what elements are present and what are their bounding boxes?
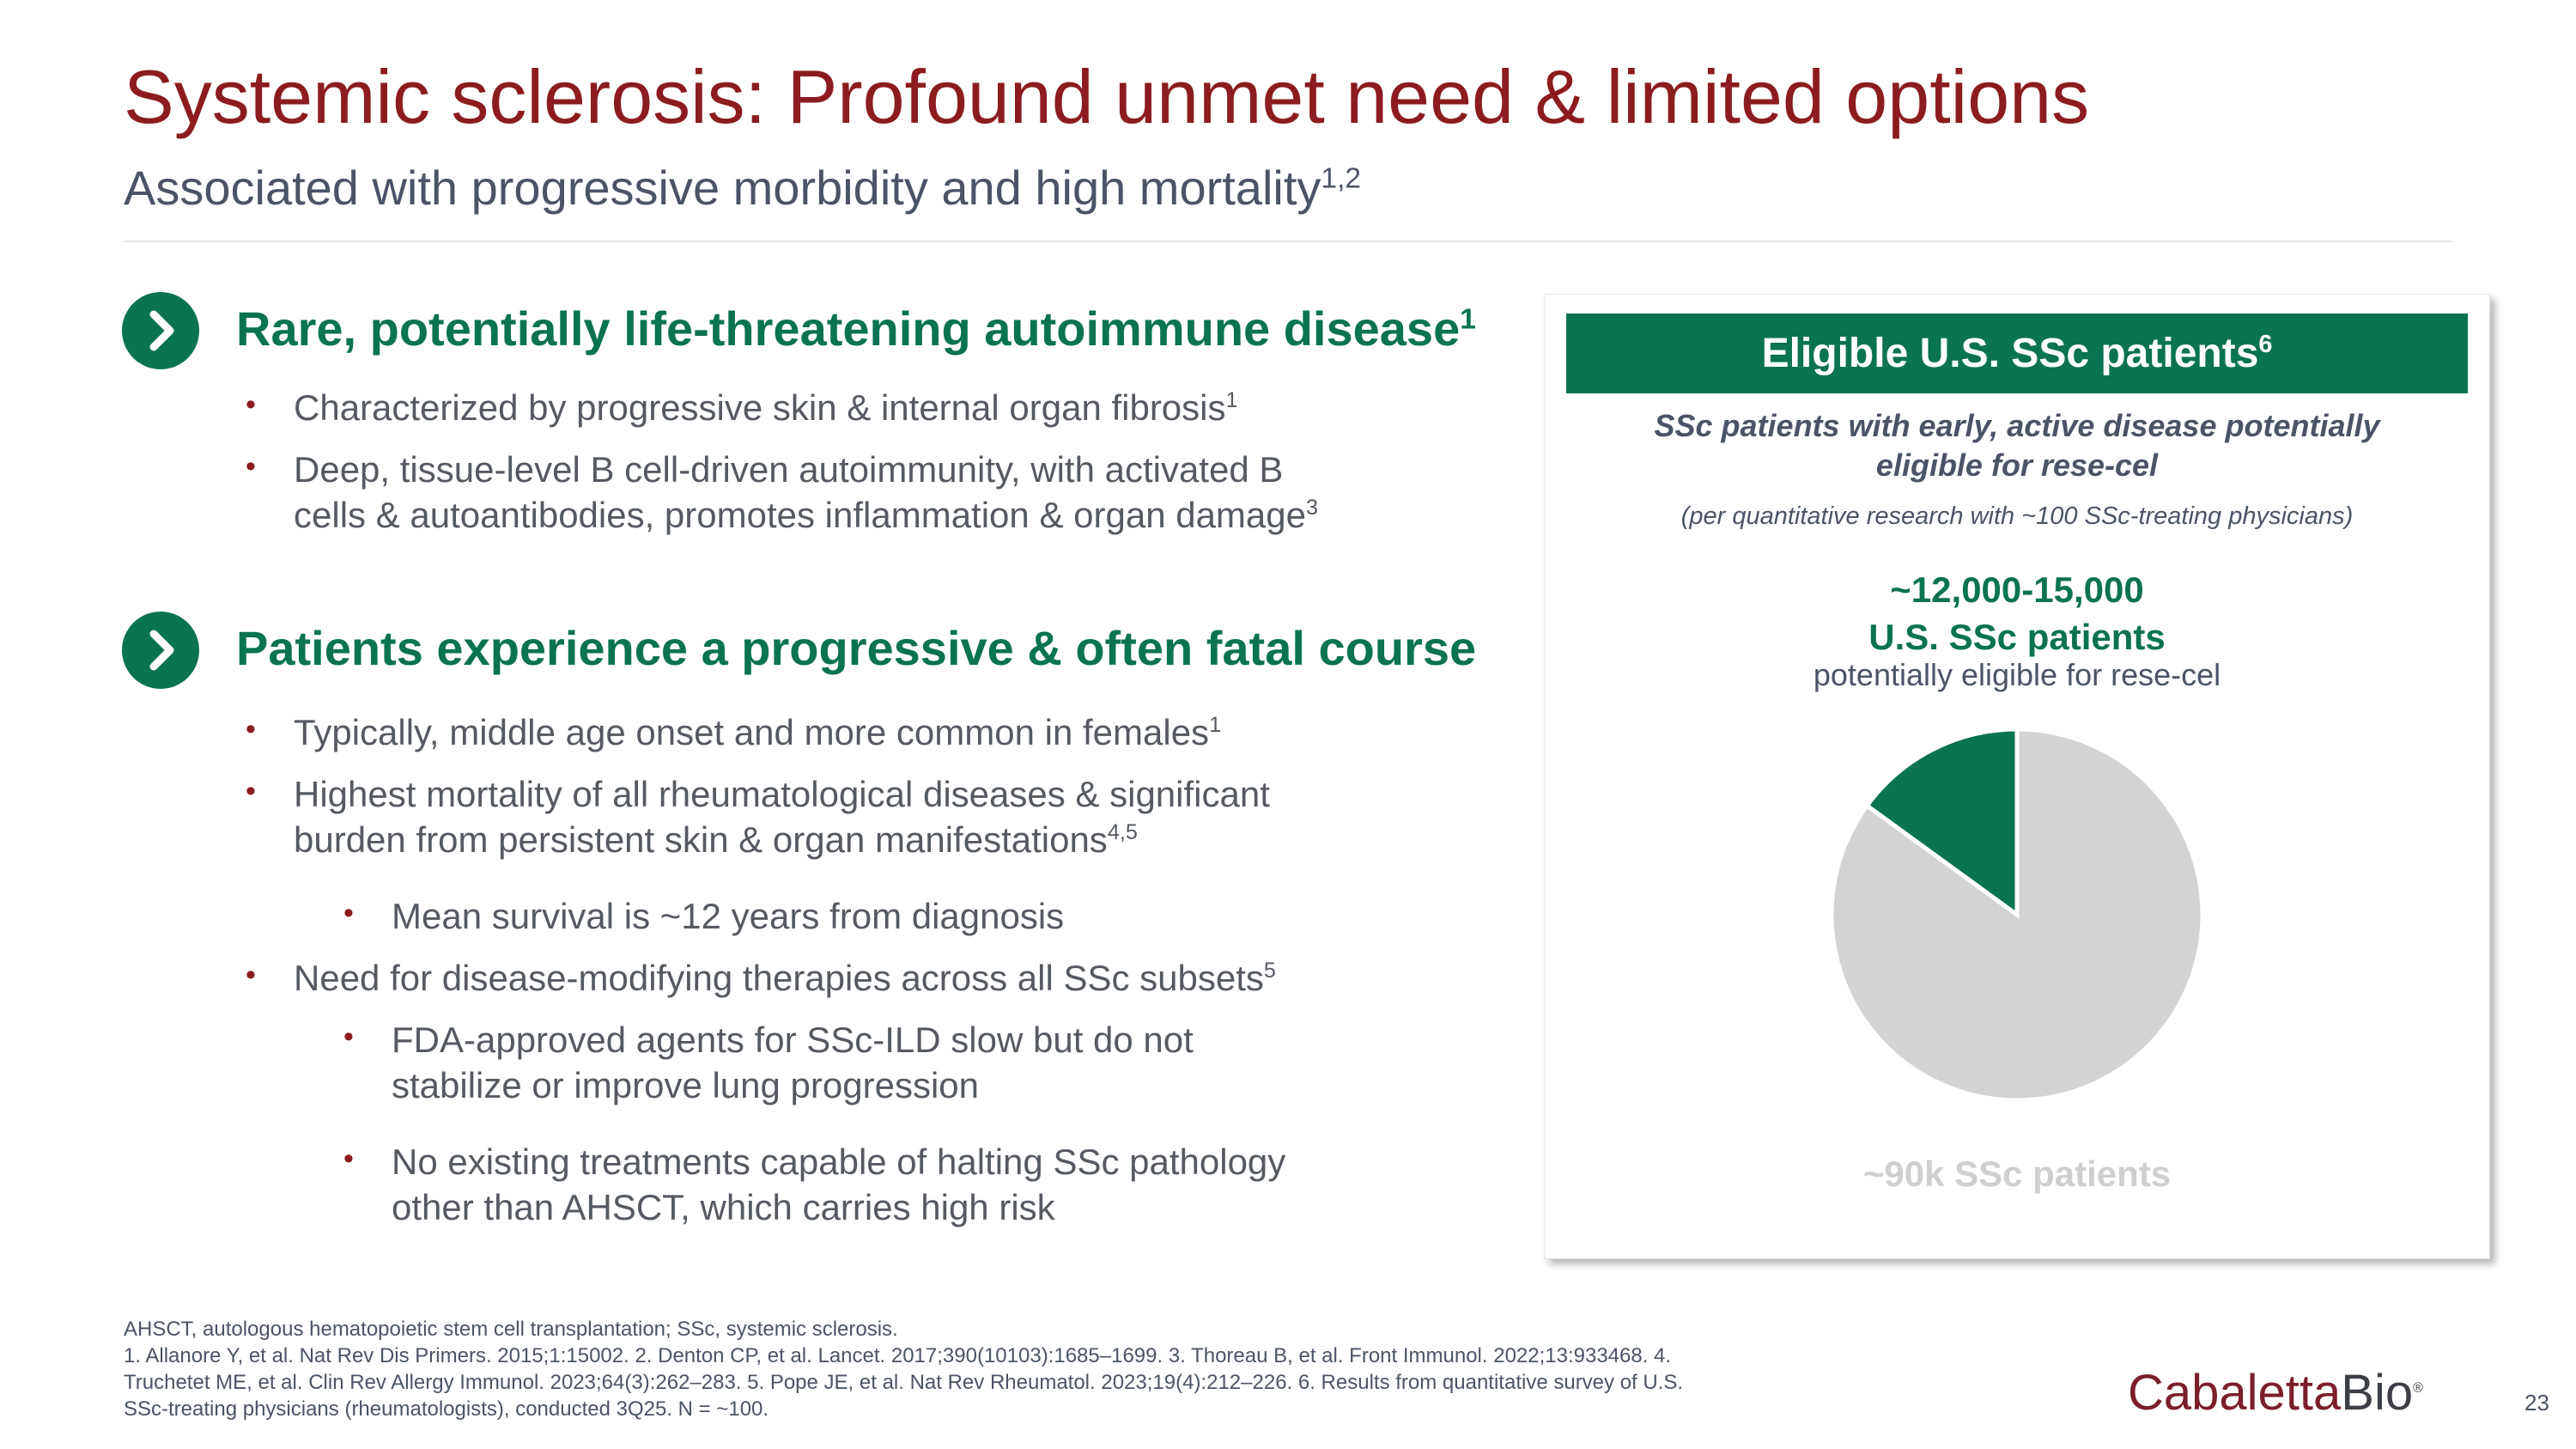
bullet-text: Highest mortality of all rheumatological…: [294, 774, 1270, 814]
heading-text: Rare, potentially life-threatening autoi…: [236, 301, 1461, 356]
eligible-patients-panel: Eligible U.S. SSc patients6 SSc patients…: [1544, 294, 2490, 1259]
bullet-item: Need for disease-modifying therapies acr…: [294, 955, 1276, 1001]
description-line: eligible for rese-cel: [1875, 447, 2159, 483]
bullet-text: No existing treatments capable of haltin…: [392, 1142, 1286, 1182]
bullet-citation: 5: [1263, 959, 1276, 983]
bullet-citation: 1: [1209, 713, 1222, 737]
bullet-item: Mean survival is ~12 years from diagnosi…: [392, 893, 1064, 939]
bullet-item: Deep, tissue-level B cell-driven autoimm…: [294, 447, 1318, 538]
bullet-line: cells & autoantibodies, promotes inflamm…: [294, 492, 1318, 538]
panel-note: (per quantitative research with ~100 SSc…: [1680, 502, 2354, 530]
bullet-text: cells & autoantibodies, promotes inflamm…: [294, 495, 1306, 535]
panel-description: SSc patients with early, active disease …: [1545, 406, 2489, 485]
bullet-line: Typically, middle age onset and more com…: [294, 709, 1221, 755]
bullet-text: FDA-approved agents for SSc-ILD slow but…: [392, 1020, 1194, 1060]
bullet-icon: •: [246, 388, 256, 421]
bullet-line: burden from persistent skin & organ mani…: [294, 817, 1270, 862]
bullet-item: Typically, middle age onset and more com…: [294, 709, 1221, 755]
panel-title: Eligible U.S. SSc patients6: [1566, 314, 2468, 393]
total-patients-label: ~90k SSc patients: [1862, 1154, 2172, 1194]
pie-slice-eligible: [1863, 727, 2020, 919]
bullet-icon: •: [343, 897, 354, 929]
bullet-text: Characterized by progressive skin & inte…: [294, 387, 1226, 428]
section-heading: Rare, potentially life-threatening autoi…: [236, 301, 1476, 356]
bullet-icon: •: [343, 1020, 354, 1053]
bullet-line: Highest mortality of all rheumatological…: [294, 771, 1270, 817]
patient-count: ~12,000-15,000 U.S. SSc patients: [1545, 566, 2489, 661]
bullet-text: Typically, middle age onset and more com…: [294, 712, 1210, 752]
footnote-line: AHSCT, autologous hematopoietic stem cel…: [124, 1318, 898, 1341]
bullet-line: Need for disease-modifying therapies acr…: [294, 955, 1276, 1001]
logo-text: Cabaletta: [2128, 1365, 2342, 1421]
bullet-line: No existing treatments capable of haltin…: [392, 1139, 1285, 1184]
bullet-line: stabilize or improve lung progression: [392, 1062, 1194, 1108]
bullet-icon: •: [246, 775, 256, 807]
bullet-item: No existing treatments capable of haltin…: [392, 1139, 1285, 1230]
bullet-text: Mean survival is ~12 years from diagnosi…: [392, 896, 1065, 936]
heading-text: Patients experience a progressive & ofte…: [236, 621, 1477, 675]
bullet-item: Characterized by progressive skin & inte…: [294, 385, 1238, 430]
chevron-right-icon: [122, 292, 199, 369]
footnote-line: Truchetet ME, et al. Clin Rev Allergy Im…: [124, 1371, 1684, 1394]
bullet-line: Characterized by progressive skin & inte…: [294, 385, 1238, 430]
bullet-text: Need for disease-modifying therapies acr…: [294, 958, 1264, 998]
bullet-icon: •: [246, 450, 256, 483]
subtitle-citation: 1,2: [1321, 162, 1362, 195]
pie-slice-total: [1829, 727, 2205, 1103]
bullet-line: FDA-approved agents for SSc-ILD slow but…: [392, 1017, 1194, 1062]
count-label: U.S. SSc patients: [1868, 617, 2166, 657]
bullet-icon: •: [343, 1142, 354, 1175]
registered-mark: ®: [2413, 1380, 2423, 1396]
count-value: ~12,000-15,000: [1890, 569, 2144, 610]
footnote-line: 1. Allanore Y, et al. Nat Rev Dis Primer…: [124, 1344, 1672, 1367]
heading-citation: 1: [1460, 303, 1476, 336]
logo-text: Bio: [2341, 1365, 2414, 1421]
panel-title-text: Eligible U.S. SSc patients: [1761, 331, 2259, 376]
bullet-text: burden from persistent skin & organ mani…: [294, 819, 1108, 860]
page-title: Systemic sclerosis: Profound unmet need …: [124, 54, 2090, 139]
chevron-right-icon: [122, 612, 199, 689]
bullet-citation: 4,5: [1107, 820, 1138, 844]
divider: [124, 240, 2452, 242]
bullet-text: Deep, tissue-level B cell-driven autoimm…: [294, 449, 1284, 490]
section-heading: Patients experience a progressive & ofte…: [236, 620, 1476, 676]
bullet-item: FDA-approved agents for SSc-ILD slow but…: [392, 1017, 1194, 1108]
bullet-line: Deep, tissue-level B cell-driven autoimm…: [294, 447, 1318, 492]
description-line: SSc patients with early, active disease …: [1654, 408, 2380, 443]
subtitle-text: Associated with progressive morbidity an…: [124, 161, 1321, 215]
cabaletta-bio-logo: CabalettaBio®: [2128, 1364, 2423, 1422]
panel-title-citation: 6: [2258, 331, 2273, 358]
page-subtitle: Associated with progressive morbidity an…: [124, 160, 1361, 216]
pie-chart: [1829, 727, 2205, 1103]
bullet-item: Highest mortality of all rheumatological…: [294, 771, 1270, 862]
bullet-text: other than AHSCT, which carries high ris…: [392, 1187, 1055, 1227]
bullet-icon: •: [246, 713, 256, 746]
eligibility-text: potentially eligible for rese-cel: [1813, 657, 2221, 692]
page-number: 23: [2524, 1390, 2549, 1416]
bullet-citation: 1: [1225, 388, 1238, 412]
bullet-icon: •: [246, 959, 256, 991]
bullet-line: Mean survival is ~12 years from diagnosi…: [392, 893, 1064, 939]
footnotes: AHSCT, autologous hematopoietic stem cel…: [124, 1316, 1807, 1422]
bullet-line: other than AHSCT, which carries high ris…: [392, 1184, 1285, 1230]
bullet-text: stabilize or improve lung progression: [392, 1065, 979, 1105]
footnote-line: SSc-treating physicians (rheumatologists…: [124, 1397, 769, 1421]
bullet-citation: 3: [1306, 496, 1319, 520]
